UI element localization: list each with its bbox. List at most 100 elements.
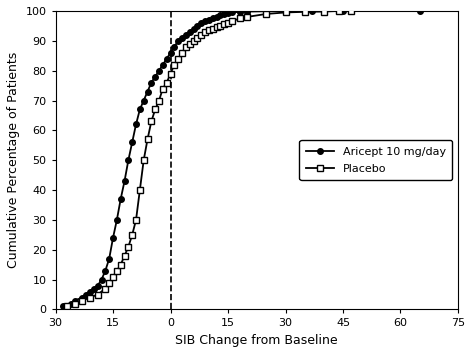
Aricept 10 mg/day — [106, 257, 112, 261]
Aricept 10 mg/day — [202, 19, 208, 23]
Aricept 10 mg/day — [149, 80, 154, 85]
Placebo — [194, 36, 200, 40]
Aricept 10 mg/day — [122, 179, 127, 183]
Aricept 10 mg/day — [244, 10, 250, 14]
Placebo — [102, 286, 108, 291]
Placebo — [64, 304, 70, 309]
Placebo — [198, 33, 204, 37]
Aricept 10 mg/day — [118, 197, 124, 201]
Aricept 10 mg/day — [263, 9, 269, 13]
Placebo — [176, 57, 181, 61]
Placebo — [221, 22, 227, 27]
Aricept 10 mg/day — [310, 9, 315, 13]
Placebo — [106, 280, 112, 285]
Legend: Aricept 10 mg/day, Placebo: Aricept 10 mg/day, Placebo — [299, 140, 453, 180]
Placebo — [171, 63, 177, 67]
Placebo — [214, 25, 219, 29]
Aricept 10 mg/day — [79, 295, 85, 299]
Aricept 10 mg/day — [194, 24, 200, 28]
Aricept 10 mg/day — [214, 15, 219, 19]
Aricept 10 mg/day — [152, 74, 158, 79]
Aricept 10 mg/day — [141, 98, 146, 103]
Aricept 10 mg/day — [84, 292, 89, 297]
Placebo — [218, 24, 223, 28]
Placebo — [202, 30, 208, 34]
Placebo — [152, 107, 158, 112]
Aricept 10 mg/day — [126, 158, 131, 162]
Aricept 10 mg/day — [210, 16, 216, 21]
Aricept 10 mg/day — [206, 18, 211, 22]
Aricept 10 mg/day — [160, 63, 166, 67]
Placebo — [114, 269, 120, 273]
Aricept 10 mg/day — [114, 218, 120, 222]
Aricept 10 mg/day — [283, 9, 288, 13]
Aricept 10 mg/day — [198, 21, 204, 25]
Line: Aricept 10 mg/day: Aricept 10 mg/day — [60, 8, 422, 309]
Placebo — [133, 218, 139, 222]
Aricept 10 mg/day — [218, 13, 223, 18]
Placebo — [141, 158, 146, 162]
Aricept 10 mg/day — [191, 27, 196, 31]
Placebo — [95, 292, 101, 297]
Placebo — [236, 16, 242, 21]
Aricept 10 mg/day — [72, 298, 77, 303]
Placebo — [187, 42, 193, 46]
Placebo — [191, 39, 196, 43]
Placebo — [321, 10, 327, 14]
Aricept 10 mg/day — [183, 33, 189, 37]
Placebo — [160, 86, 166, 91]
Placebo — [206, 28, 211, 33]
Aricept 10 mg/day — [225, 11, 231, 16]
Placebo — [122, 253, 127, 258]
Placebo — [337, 9, 342, 13]
Aricept 10 mg/day — [129, 140, 135, 144]
Placebo — [129, 233, 135, 237]
Aricept 10 mg/day — [168, 51, 173, 55]
Placebo — [229, 19, 235, 23]
Aricept 10 mg/day — [133, 122, 139, 126]
Placebo — [348, 9, 354, 13]
Aricept 10 mg/day — [340, 9, 346, 13]
Placebo — [126, 245, 131, 249]
Placebo — [168, 72, 173, 76]
Aricept 10 mg/day — [179, 36, 185, 40]
Placebo — [110, 274, 116, 279]
Placebo — [244, 15, 250, 19]
Aricept 10 mg/day — [171, 45, 177, 49]
Placebo — [72, 301, 77, 306]
Placebo — [79, 298, 85, 303]
Placebo — [87, 295, 93, 299]
Aricept 10 mg/day — [156, 69, 162, 73]
Placebo — [145, 137, 151, 142]
Line: Placebo: Placebo — [64, 8, 354, 309]
Placebo — [137, 188, 143, 192]
Placebo — [283, 10, 288, 15]
Placebo — [149, 119, 154, 124]
Placebo — [179, 51, 185, 55]
Aricept 10 mg/day — [99, 278, 104, 282]
Y-axis label: Cumulative Percentage of Patients: Cumulative Percentage of Patients — [7, 52, 20, 268]
Placebo — [156, 98, 162, 103]
Aricept 10 mg/day — [137, 107, 143, 112]
Aricept 10 mg/day — [68, 301, 74, 306]
Placebo — [118, 263, 124, 267]
Aricept 10 mg/day — [236, 10, 242, 14]
Placebo — [225, 21, 231, 25]
Aricept 10 mg/day — [417, 9, 422, 13]
Placebo — [302, 10, 307, 14]
Aricept 10 mg/day — [176, 39, 181, 43]
Aricept 10 mg/day — [102, 269, 108, 273]
Aricept 10 mg/day — [95, 284, 101, 288]
Aricept 10 mg/day — [229, 10, 235, 15]
X-axis label: SIB Change from Baseline: SIB Change from Baseline — [176, 334, 338, 347]
Placebo — [210, 27, 216, 31]
Placebo — [263, 12, 269, 16]
Aricept 10 mg/day — [187, 30, 193, 34]
Aricept 10 mg/day — [60, 304, 66, 309]
Placebo — [164, 80, 169, 85]
Aricept 10 mg/day — [110, 236, 116, 240]
Aricept 10 mg/day — [221, 12, 227, 16]
Aricept 10 mg/day — [87, 290, 93, 294]
Aricept 10 mg/day — [91, 286, 97, 291]
Placebo — [183, 45, 189, 49]
